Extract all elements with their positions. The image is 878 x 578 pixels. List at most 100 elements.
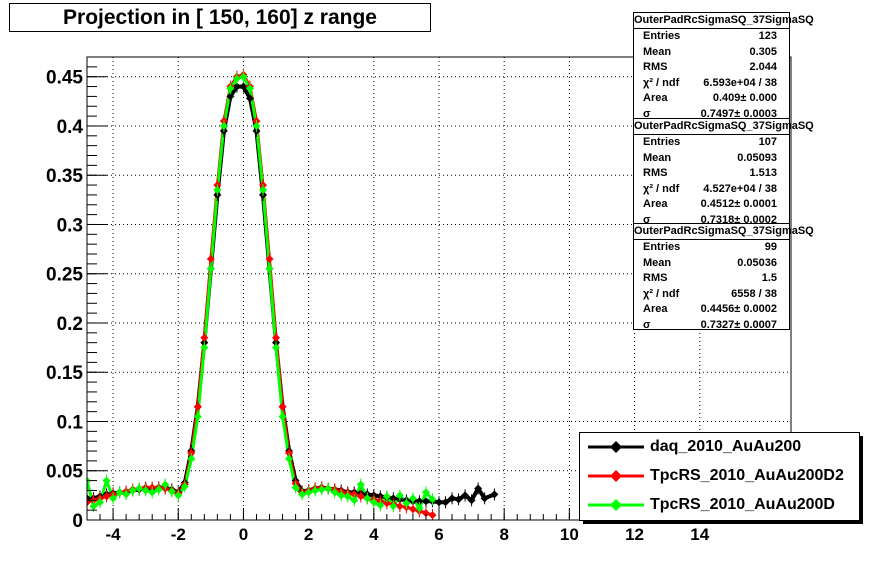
x-tick-label: 12 [625,525,644,544]
data-point [350,496,359,505]
data-point [128,486,137,495]
y-tick-label: 0.15 [46,363,83,384]
stats-row: RMS 1.5 [643,272,777,284]
data-point [402,499,411,508]
data-point [265,264,274,273]
data-point [206,264,215,273]
tick-labels: -4 -2 0 2 4 6 8 10 12 14 0 0.05 0.1 0.15 0.2 0.25 0.3 0.3… [46,68,710,544]
data-point [448,494,457,503]
data-point [298,490,307,499]
y-tick-label: 0.45 [46,68,83,89]
y-tick-label: 0.3 [57,215,83,236]
data-point [356,492,365,501]
data-point [206,254,215,263]
data-point [324,484,333,493]
plot-title: Projection in [ 150, 160] z range [9,3,431,32]
data-point [376,501,385,510]
data-point [408,494,417,503]
data-point [395,491,404,500]
data-point [180,482,189,491]
legend-label: TpcRS_2010_AuAu200D2 [650,467,844,484]
stats-box-daq: OuterPadRcSigmaSQ_37SigmaSQ Entries 123 M… [633,12,814,120]
data-point [435,498,443,507]
stats-row: σ 0.7318± 0.0002 [643,213,777,226]
data-point [343,492,352,501]
stats-row: RMS 1.513 [643,167,777,179]
data-point [421,509,430,518]
data-point [252,121,261,130]
y-tick-label: 0.25 [46,265,83,286]
data-point [232,82,241,91]
data-point [272,333,281,342]
data-point [141,486,150,495]
data-point [167,487,176,496]
data-point [213,185,222,194]
data-point [148,488,157,497]
stats-row: Entries 123 [643,30,777,42]
y-tick-label: 0.4 [57,117,84,138]
data-point [356,480,365,489]
data-point [428,495,437,504]
stats-row: χ² / ndf 6.593e+04 / 38 [643,76,777,89]
legend-entry-tpcrs-d2: TpcRS_2010_AuAu200D2 [580,462,859,491]
stats-row: Mean 0.05093 [643,151,777,164]
x-tick-label: 10 [560,525,579,544]
data-point [154,485,163,494]
stats-row: RMS 2.044 [643,61,777,73]
x-tick-label: 8 [499,525,508,544]
data-point [454,495,463,504]
axis-ticks [87,66,779,521]
stats-box-title: OuterPadRcSigmaSQ_37SigmaSQ [634,13,814,29]
data-point [226,84,235,93]
data-point [428,511,437,520]
data-point [467,496,476,505]
data-point [395,502,404,511]
fit-line [87,73,433,517]
data-point [259,185,267,194]
data-point [161,480,170,489]
fit-line [87,84,496,505]
data-point [96,498,105,507]
stats-row: χ² / ndf 4.527e+04 / 38 [643,182,777,195]
data-point [239,72,248,81]
stats-row: Area 0.4512± 0.0001 [643,198,777,210]
x-tick-label: 2 [304,525,313,544]
data-point [226,92,235,101]
x-tick-label: 14 [690,525,709,544]
data-point [89,502,98,511]
stats-row: σ 0.7327± 0.0007 [643,318,777,331]
data-point [135,484,144,493]
legend-label: daq_2010_AuAu200 [650,438,802,455]
legend-entry-daq: daq_2010_AuAu200 [580,433,859,462]
data-point [187,454,196,463]
y-tick-label: 0.05 [46,462,83,483]
legend-marker-icon [588,470,644,482]
data-point [115,488,124,497]
y-tick-label: 0 [72,511,83,532]
data-point [490,490,499,499]
x-tick-label: 6 [434,525,443,544]
data-point [239,82,248,91]
data-point [193,402,202,411]
data-point [415,497,424,506]
data-point [311,486,320,495]
data-point [415,504,424,513]
stats-box-title: OuterPadRcSigmaSQ_37SigmaSQ [634,119,814,135]
y-tick-label: 0.1 [57,412,84,433]
data-point [102,492,111,501]
data-point [408,505,417,514]
stats-row: Entries 107 [643,136,777,148]
data-point [200,333,209,342]
stats-row: σ 0.7497± 0.0003 [643,107,777,120]
stats-row: Mean 0.305 [643,45,777,58]
stats-box-tpcrs-d: OuterPadRcSigmaSQ_37SigmaSQ Entries 99 Me… [633,223,814,331]
x-tick-label: -2 [171,525,186,544]
data-point [461,491,470,500]
data-point [382,492,391,501]
y-tick-label: 0.2 [57,314,83,335]
data-point [441,498,450,507]
data-point [193,412,202,421]
data-point [265,254,274,263]
data-point [337,491,346,500]
x-tick-label: 4 [369,525,379,544]
